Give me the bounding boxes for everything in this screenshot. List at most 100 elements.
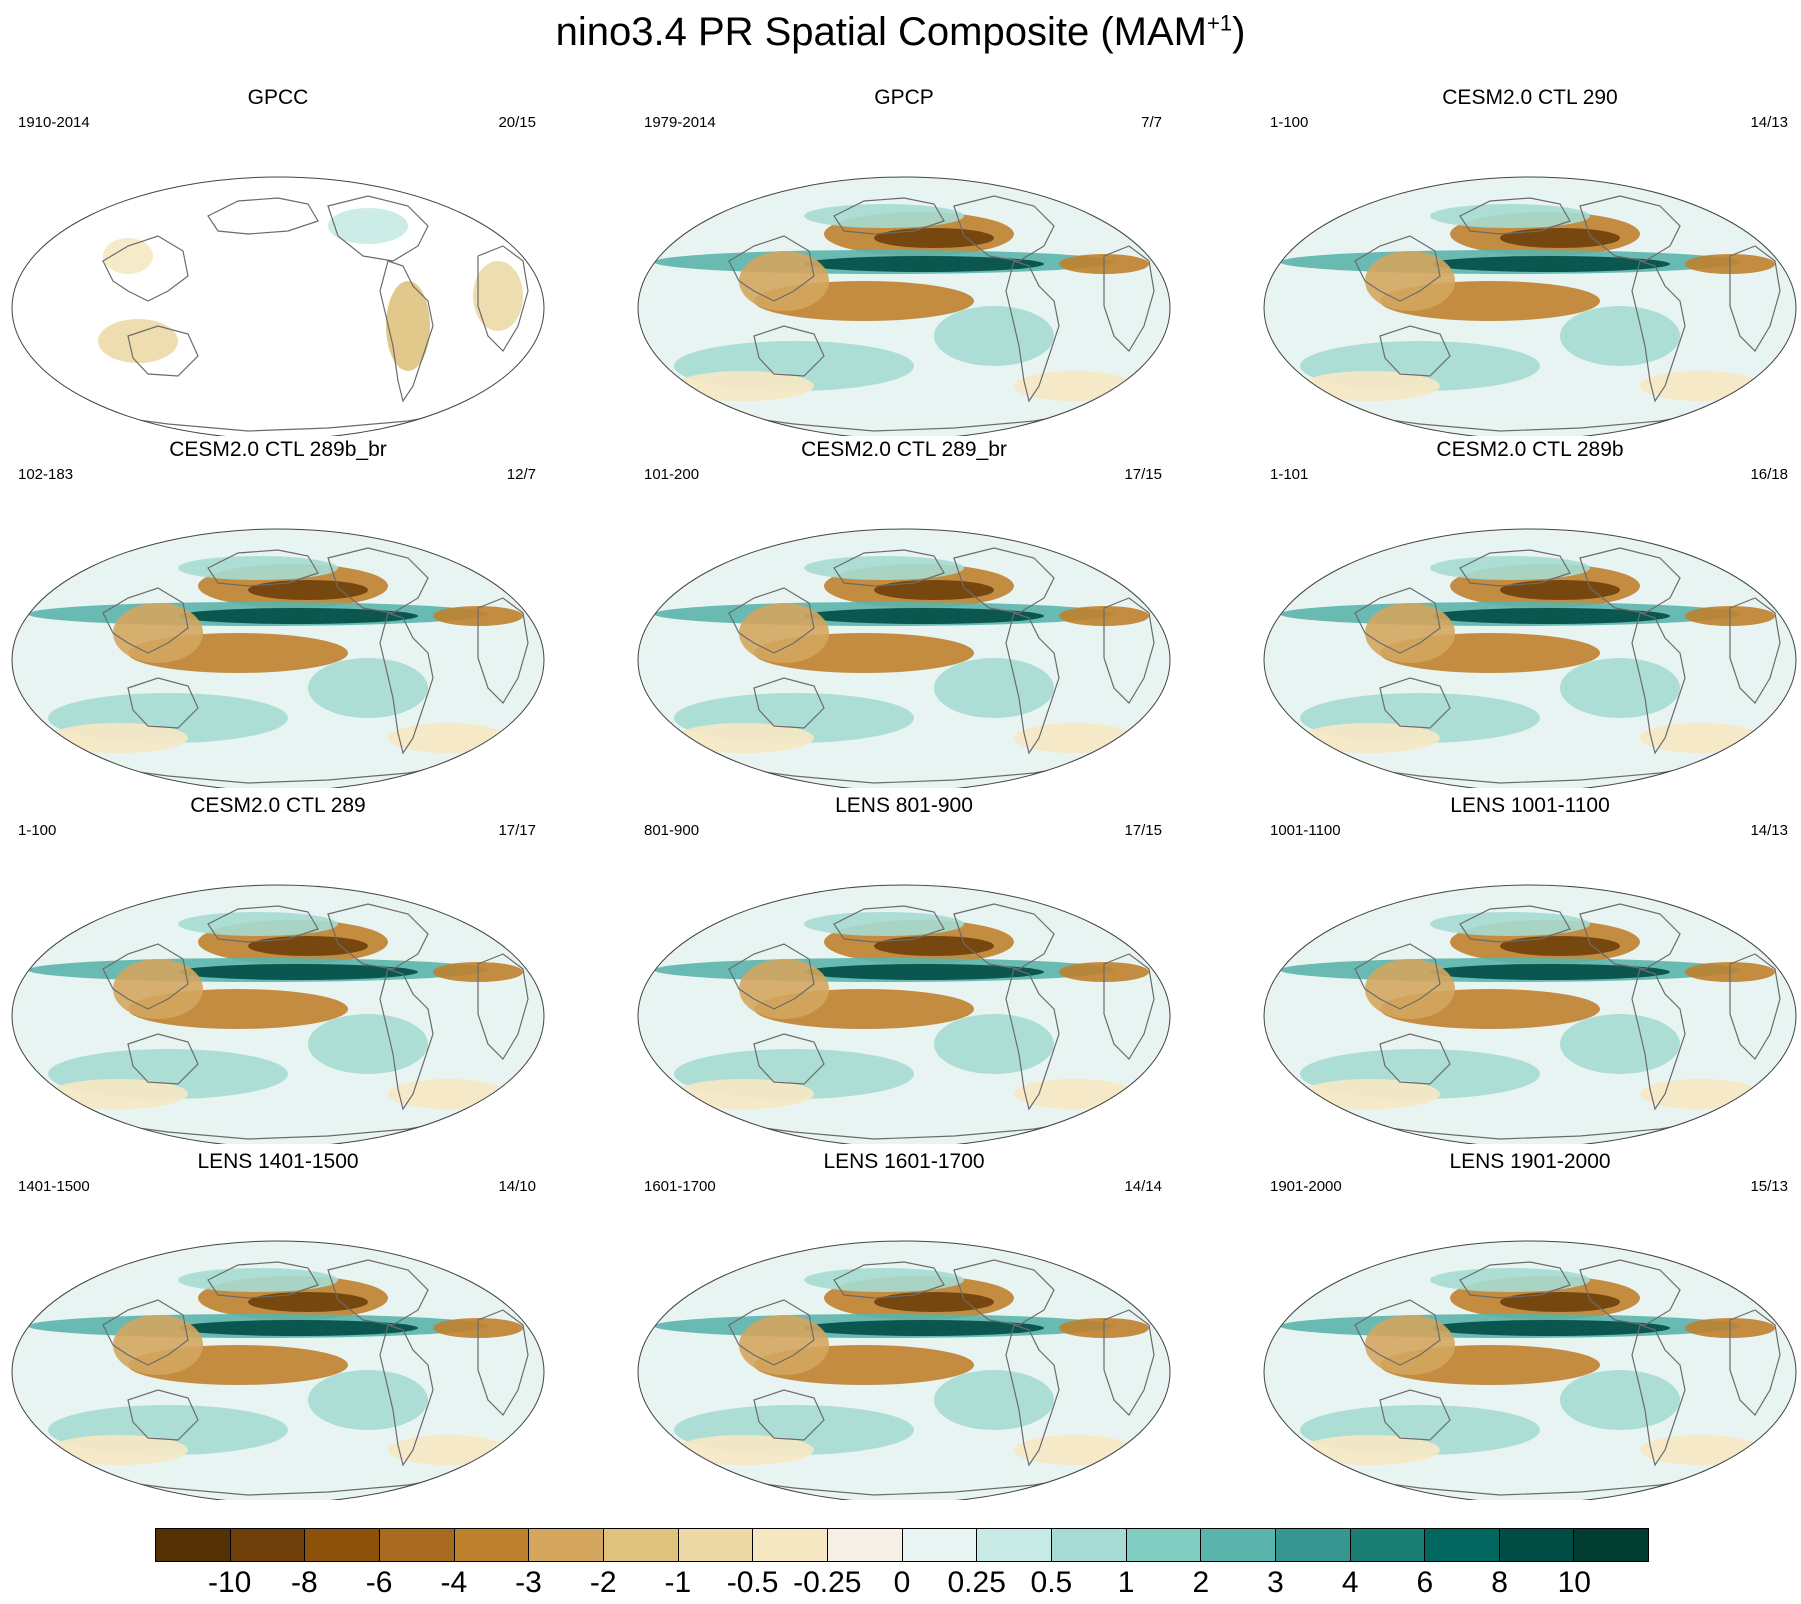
coastline xyxy=(102,1299,189,1366)
colorbar-swatch xyxy=(603,1529,679,1561)
coastline xyxy=(733,1477,1075,1496)
coastline xyxy=(107,1121,449,1140)
colorbar-swatch xyxy=(1051,1529,1127,1561)
panel-event-count-label: 14/10 xyxy=(498,1178,536,1195)
coastline xyxy=(327,1259,429,1326)
coastline xyxy=(379,1324,434,1467)
anomaly-region xyxy=(1300,723,1440,753)
colorbar-swatch xyxy=(1201,1529,1276,1561)
anomaly-region xyxy=(308,1370,428,1430)
colorbar-tick-label: 1 xyxy=(1117,1566,1135,1599)
colorbar-tick-label: 3 xyxy=(1267,1566,1284,1599)
map-panel: CESM2.0 CTL 289b_br 102-183 12/7 xyxy=(8,438,548,788)
colorbar-tick-label: 0.5 xyxy=(1030,1566,1073,1599)
anomaly-region xyxy=(48,723,188,753)
anomaly-region xyxy=(1430,608,1670,624)
colorbar-tick-label: -0.25 xyxy=(793,1566,862,1599)
coastline xyxy=(1379,677,1451,729)
anomaly-region xyxy=(804,1320,1044,1336)
anomaly-region xyxy=(804,204,964,228)
coastline xyxy=(327,195,429,262)
coastline xyxy=(728,943,815,1010)
coastline xyxy=(1631,260,1686,403)
map-panel: LENS 1601-1700 1601-1700 14/14 xyxy=(634,1150,1174,1500)
anomaly-region xyxy=(874,936,994,956)
anomaly-region xyxy=(804,1268,964,1292)
anomaly-region xyxy=(248,936,368,956)
anomaly-region xyxy=(1430,912,1590,936)
anomaly-region xyxy=(1014,723,1134,753)
anomaly-region xyxy=(1430,1268,1590,1292)
map-panel: CESM2.0 CTL 290 1-100 14/13 xyxy=(1260,86,1800,436)
coastline xyxy=(1459,905,1571,943)
coastline xyxy=(102,587,189,654)
anomaly-region xyxy=(934,306,1054,366)
coastline xyxy=(1103,953,1155,1060)
globe-outline xyxy=(11,1240,545,1500)
anomaly-region xyxy=(804,556,964,580)
panel-event-count-label: 15/13 xyxy=(1750,1178,1788,1195)
coastline xyxy=(728,587,815,654)
coastline xyxy=(1359,1121,1701,1140)
coastline xyxy=(1631,968,1686,1111)
ocean-fill xyxy=(12,177,544,436)
colorbar-swatch xyxy=(1574,1529,1649,1561)
globe-outline xyxy=(1263,1240,1797,1500)
coastline xyxy=(1379,1033,1451,1085)
anomaly-region xyxy=(1500,580,1620,600)
colorbar-swatch xyxy=(977,1529,1052,1561)
colorbar-tick-label: 0.25 xyxy=(947,1566,1006,1599)
coastline xyxy=(1354,587,1441,654)
anomaly-region xyxy=(178,1320,418,1336)
coastline xyxy=(753,325,825,377)
anomaly-region xyxy=(388,723,508,753)
figure-title-superscript: +1 xyxy=(1206,10,1233,36)
coastline xyxy=(1459,1261,1571,1299)
coastline xyxy=(477,245,529,352)
anomaly-region xyxy=(1365,1315,1455,1375)
anomaly-region xyxy=(874,580,994,600)
coastline xyxy=(477,597,529,704)
anomaly-region xyxy=(739,1315,829,1375)
anomaly-region xyxy=(739,603,829,663)
panel-event-count-label: 7/7 xyxy=(1141,114,1162,131)
colorbar-tick-label: -2 xyxy=(589,1566,617,1599)
anomaly-region xyxy=(1014,1079,1134,1109)
panel-years-label: 801-900 xyxy=(644,822,700,839)
coastline xyxy=(207,197,319,235)
anomaly-region xyxy=(874,228,994,248)
colorbar-swatch xyxy=(529,1529,604,1561)
map-globe xyxy=(11,884,545,1144)
colorbar-tick-label: 6 xyxy=(1416,1566,1434,1599)
globe-outline xyxy=(1263,528,1797,788)
anomaly-region xyxy=(1560,1370,1680,1430)
anomaly-region xyxy=(874,1292,994,1312)
coastline xyxy=(207,549,319,587)
coastline xyxy=(327,547,429,614)
anomaly-region xyxy=(1365,251,1455,311)
map-panel: LENS 1901-2000 1901-2000 15/13 xyxy=(1260,1150,1800,1500)
coastline xyxy=(1103,245,1155,352)
anomaly-region xyxy=(1430,556,1590,580)
land-anomaly-region xyxy=(328,208,408,244)
map-globe xyxy=(1263,528,1797,788)
anomaly-region xyxy=(739,959,829,1019)
map-globe xyxy=(637,176,1171,436)
anomaly-region xyxy=(388,1435,508,1465)
anomaly-region xyxy=(674,723,814,753)
map-panel: GPCC 1910-2014 20/15 xyxy=(8,86,548,436)
globe-outline xyxy=(637,884,1171,1144)
coastline xyxy=(477,953,529,1060)
anomaly-region xyxy=(1430,204,1590,228)
coastline xyxy=(1103,597,1155,704)
globe-outline xyxy=(1263,884,1797,1144)
anomaly-region xyxy=(308,658,428,718)
colorbar-tick-label: -0.5 xyxy=(726,1566,779,1599)
coastline xyxy=(1729,953,1781,1060)
map-panel: CESM2.0 CTL 289b 1-101 16/18 xyxy=(1260,438,1800,788)
figure-title: nino3.4 PR Spatial Composite (MAM+1) xyxy=(0,10,1801,55)
coastline xyxy=(1579,903,1681,970)
panel-event-count-label: 14/13 xyxy=(1750,114,1788,131)
anomaly-region xyxy=(674,371,814,401)
coastline xyxy=(1631,612,1686,755)
